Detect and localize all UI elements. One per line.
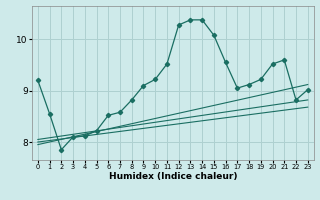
X-axis label: Humidex (Indice chaleur): Humidex (Indice chaleur) bbox=[108, 172, 237, 181]
